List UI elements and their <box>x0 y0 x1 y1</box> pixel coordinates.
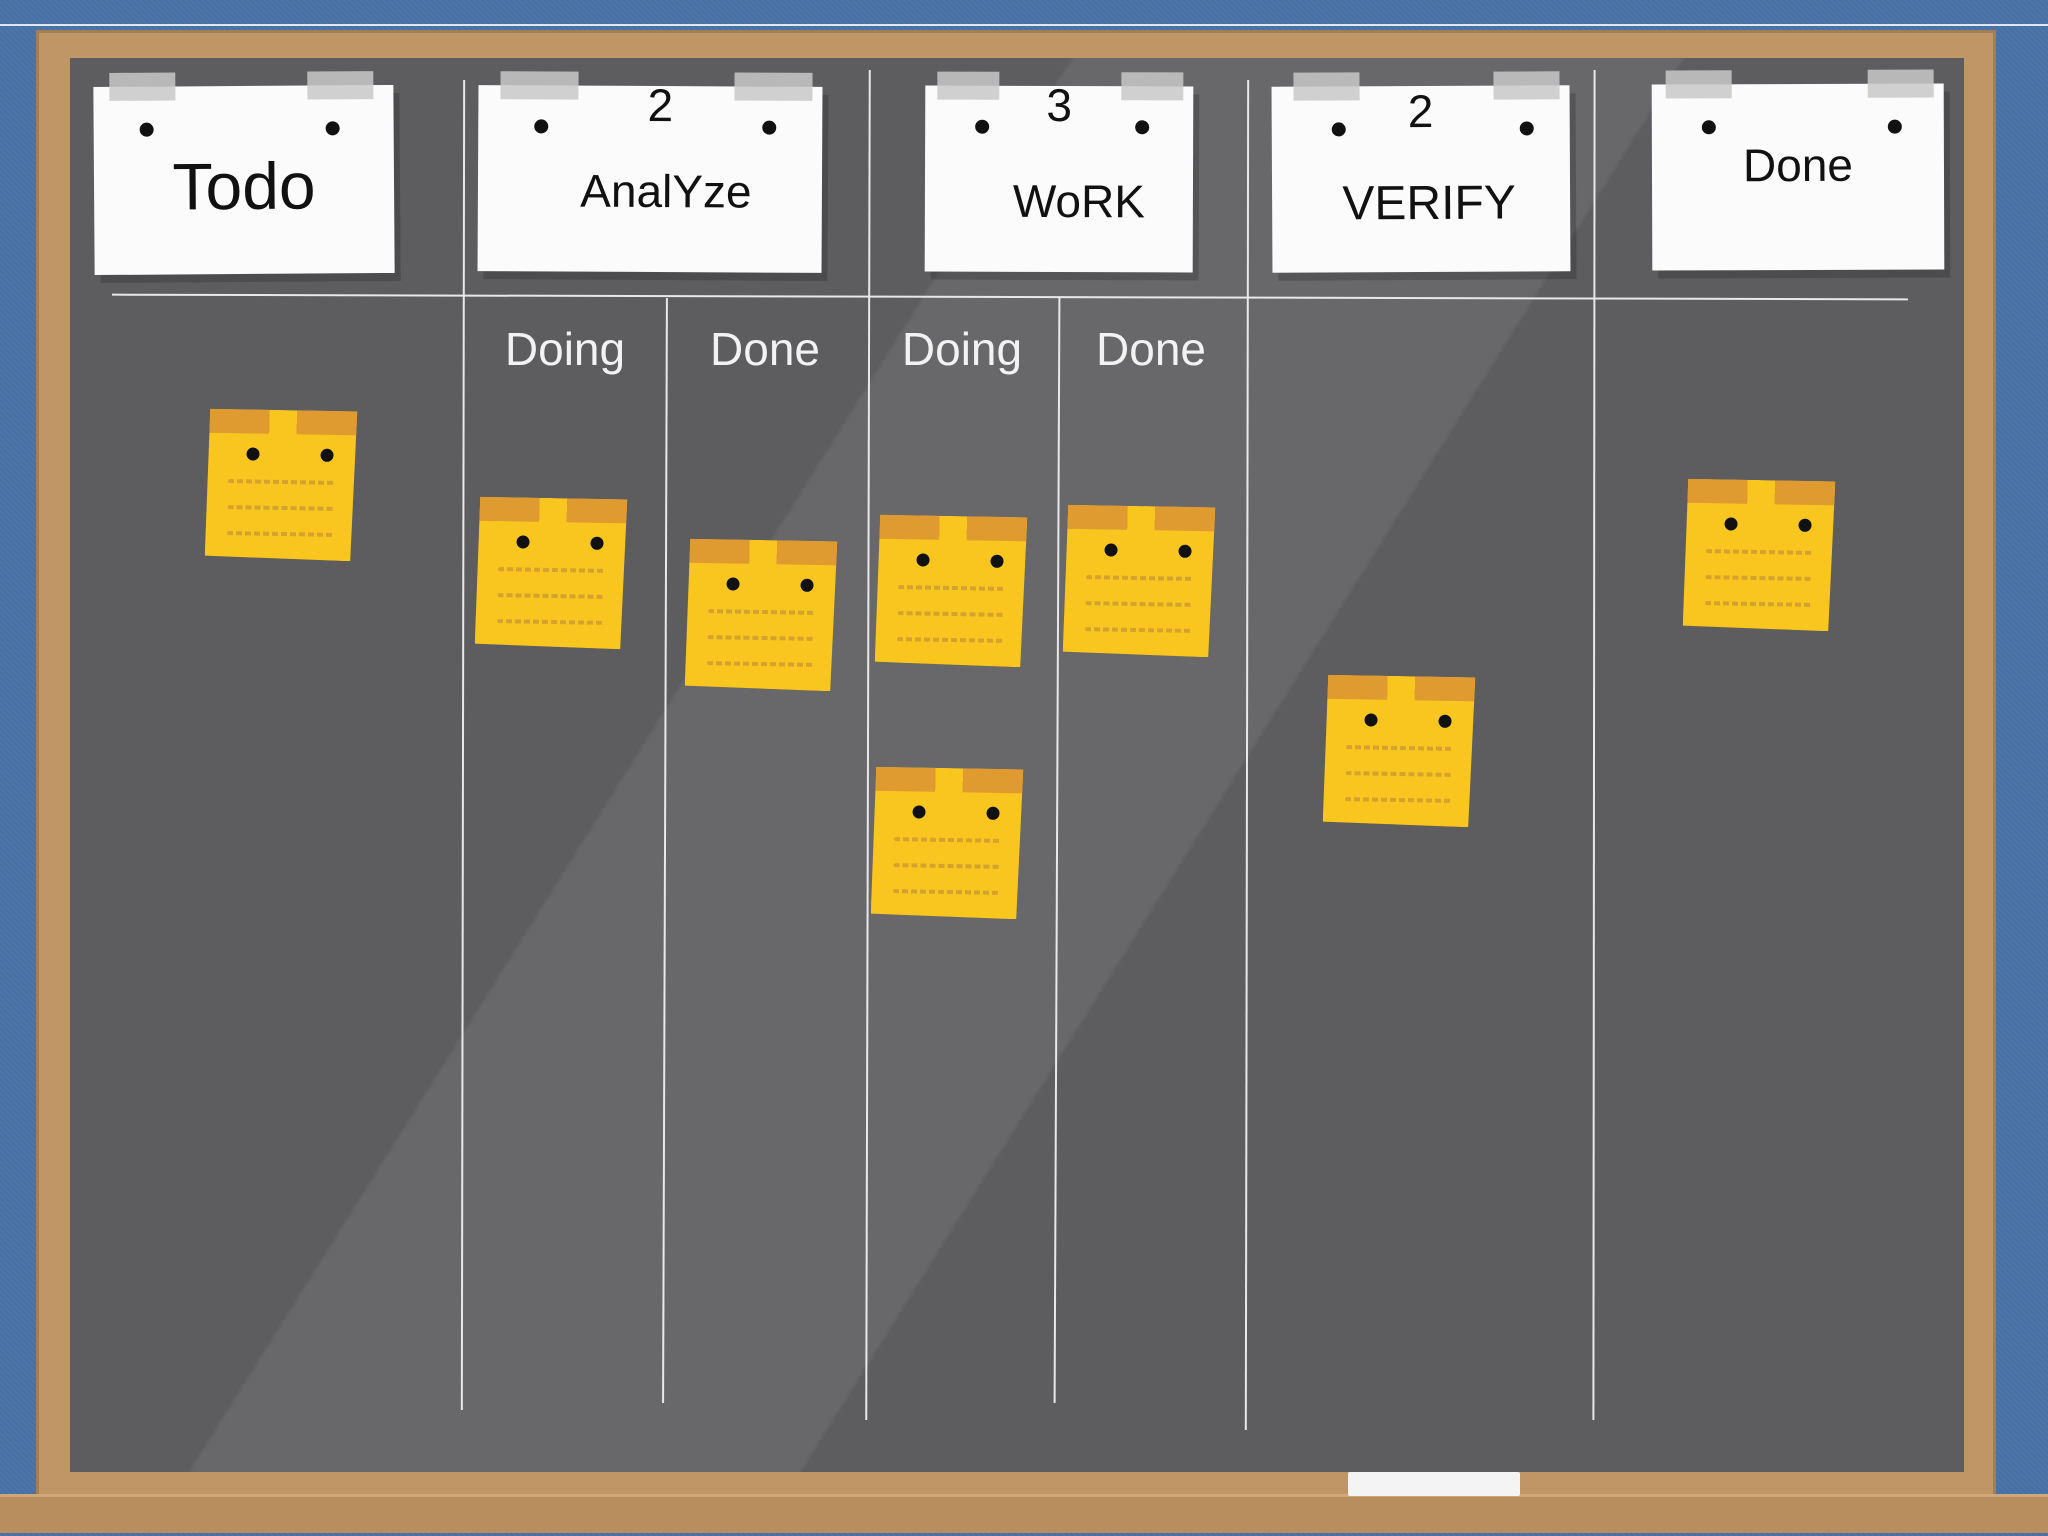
top-border-line <box>0 24 2048 26</box>
pin-icon <box>1438 715 1451 728</box>
pin-icon <box>916 553 929 566</box>
scribble-line <box>1086 575 1194 581</box>
sticky-note[interactable] <box>475 497 628 650</box>
pin-icon <box>800 579 813 592</box>
scribble-line <box>894 863 1002 869</box>
scribble-line <box>498 593 606 599</box>
sticky-tape <box>1325 673 1477 702</box>
tape <box>1665 70 1732 99</box>
scribble-line <box>708 635 816 641</box>
scribble-line <box>1345 797 1453 803</box>
pin-icon <box>590 537 603 550</box>
subcolumn-divider <box>1053 298 1061 1403</box>
wip-limit: 2 <box>1407 84 1434 138</box>
pin-icon <box>912 805 925 818</box>
column-title: WoRK <box>1012 174 1146 228</box>
pin-icon <box>1701 120 1716 135</box>
pin-icon <box>1798 519 1811 532</box>
subcolumn-label: Doing <box>504 323 626 375</box>
sticky-note[interactable] <box>1323 675 1476 828</box>
scribble-line <box>1705 601 1813 607</box>
pin-icon <box>246 447 259 460</box>
sticky-tape <box>877 513 1029 542</box>
sticky-note[interactable] <box>1683 479 1836 632</box>
subcolumn-label: Done <box>1096 323 1206 375</box>
column-header-verify: 2 VERIFY <box>1271 71 1571 273</box>
column-divider <box>1592 69 1596 1421</box>
sticky-tape <box>477 495 629 524</box>
scribble-line <box>707 661 815 667</box>
scribble-line <box>498 567 606 573</box>
scribble-line <box>1086 601 1194 607</box>
column-header-done: Done <box>1651 69 1945 271</box>
scribble-line <box>898 611 1006 617</box>
scribble-line <box>897 637 1005 643</box>
chalk-ledge <box>0 1494 2048 1533</box>
scribble-line <box>228 505 336 511</box>
pin-icon <box>325 121 340 136</box>
column-header-work: 3 WoRK <box>924 71 1194 273</box>
pin-icon <box>986 807 999 820</box>
subcolumn-divider <box>662 297 668 1404</box>
scribble-line <box>1346 771 1454 777</box>
kanban-board: Todo 2 AnalYze 3 WoRK 2 VERIFY Done Doin… <box>70 58 1964 1472</box>
pin-icon <box>1887 119 1902 134</box>
wip-limit: 3 <box>1046 78 1073 132</box>
column-title: Done <box>1742 138 1854 192</box>
scribble-line <box>1706 549 1814 555</box>
column-header-todo: Todo <box>93 71 395 276</box>
sticky-tape <box>207 407 359 436</box>
subcolumn-label: Doing <box>901 323 1023 375</box>
scribble-line <box>708 609 816 615</box>
sticky-note[interactable] <box>871 767 1024 920</box>
sticky-tape <box>1065 503 1217 532</box>
pin-icon <box>320 449 333 462</box>
scribble-line <box>1346 745 1454 751</box>
wip-limit: 2 <box>647 78 674 132</box>
pin-icon <box>139 122 154 137</box>
sticky-tape <box>873 765 1025 794</box>
pin-icon <box>516 535 529 548</box>
pin-icon <box>1104 543 1117 556</box>
sticky-note[interactable] <box>685 539 838 692</box>
scribble-line <box>898 585 1006 591</box>
tape <box>1867 69 1934 98</box>
sticky-note[interactable] <box>205 409 358 562</box>
scribble-line <box>1706 575 1814 581</box>
tape <box>307 71 374 100</box>
scribble-line <box>497 619 605 625</box>
column-title: AnalYze <box>580 164 752 218</box>
column-title: Todo <box>172 148 316 224</box>
chalk-eraser <box>1348 1472 1520 1496</box>
column-header-analyze: 2 AnalYze <box>477 71 823 273</box>
pin-icon <box>1364 713 1377 726</box>
column-divider <box>865 69 871 1421</box>
sticky-tape <box>1685 477 1837 506</box>
subcolumn-label: Done <box>710 323 820 375</box>
pin-icon <box>1724 517 1737 530</box>
scribble-line <box>893 889 1001 895</box>
tape <box>109 72 176 101</box>
pin-icon <box>726 577 739 590</box>
scribble-line <box>228 479 336 485</box>
sticky-note[interactable] <box>875 515 1028 668</box>
sticky-tape <box>687 537 839 566</box>
scribble-line <box>1085 627 1193 633</box>
pin-icon <box>990 555 1003 568</box>
header-divider <box>112 293 1908 301</box>
scribble-line <box>894 837 1002 843</box>
sticky-note[interactable] <box>1063 505 1216 658</box>
scribble-line <box>227 531 335 537</box>
column-divider <box>460 79 466 1411</box>
column-title: VERIFY <box>1342 176 1516 231</box>
column-divider <box>1244 79 1250 1431</box>
pin-icon <box>1178 545 1191 558</box>
